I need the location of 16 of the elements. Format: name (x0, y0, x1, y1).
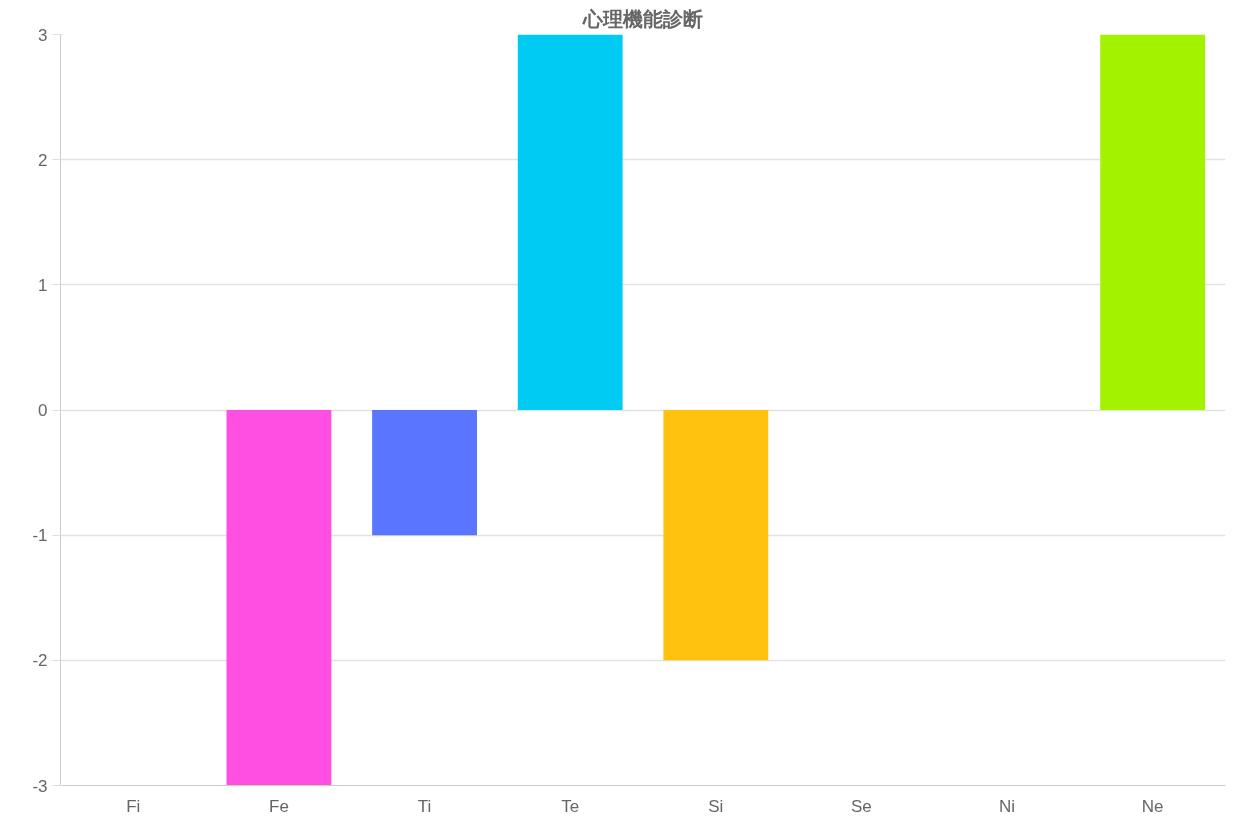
x-tick-label: Se (851, 796, 872, 816)
y-tick-label: -1 (32, 526, 48, 546)
y-tick-label: -3 (32, 776, 48, 796)
y-tick-label: 2 (38, 150, 48, 170)
chart-title: 心理機能診断 (582, 7, 703, 30)
x-tick-label: Si (708, 796, 724, 816)
x-tick-label: Ti (417, 796, 432, 816)
y-tick-label: 0 (38, 401, 48, 420)
x-tick-label: Te (561, 796, 580, 816)
y-tick-label: 1 (38, 275, 48, 295)
x-tick-label: Fi (126, 796, 141, 816)
x-tick-label: Ne (1141, 796, 1164, 816)
y-tick-label: 3 (38, 25, 48, 45)
y-tick-label: -2 (32, 651, 48, 671)
x-tick-label: Ni (999, 796, 1016, 816)
x-tick-label: Fe (269, 796, 289, 816)
